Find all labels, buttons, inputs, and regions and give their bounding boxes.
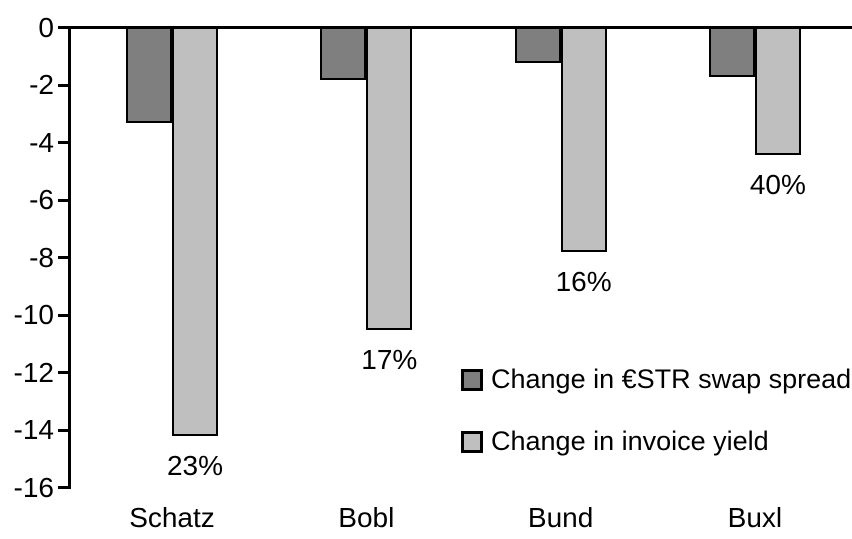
x-axis-label-buxl: Buxl (727, 502, 783, 533)
y-axis-tick (58, 141, 70, 144)
bar-change-in-€str-swap-spread-buxl (708, 27, 755, 77)
data-label-bund: 16% (555, 266, 612, 298)
legend-label-invoice-yield: Change in invoice yield (491, 426, 769, 456)
bar-change-in-invoice-yield-bund (560, 27, 607, 253)
y-axis-tick (58, 256, 70, 259)
data-label-buxl: 40% (749, 168, 806, 200)
bar-change-in-invoice-yield-bobl (366, 27, 413, 330)
bar-change-in-€str-swap-spread-bobl (320, 27, 367, 80)
y-axis-tick-label: 0 (38, 11, 54, 43)
y-axis-tick (58, 313, 70, 317)
data-label-bobl: 17% (361, 343, 418, 375)
y-axis-tick-label: -12 (13, 356, 54, 388)
x-axis-label-bobl: Bobl (338, 502, 395, 533)
y-axis-tick-label: -4 (29, 126, 54, 158)
y-axis-tick (58, 83, 70, 87)
y-axis-tick-label: -10 (13, 299, 54, 330)
data-label-schatz: 23% (166, 450, 224, 482)
legend-label-swap-spread: Change in €STR swap spread (491, 364, 852, 394)
y-axis-tick (58, 371, 70, 374)
legend-item-invoice-yield: Change in invoice yield (461, 426, 769, 457)
y-axis-tick (58, 428, 70, 432)
y-axis-tick-label: -8 (29, 241, 54, 273)
legend-marker-invoice-yield (461, 430, 483, 453)
y-axis-tick (58, 486, 70, 489)
y-axis-tick-label: -6 (29, 184, 54, 215)
bar-change-in-invoice-yield-buxl (754, 27, 801, 155)
y-axis-tick-label: -14 (13, 414, 54, 445)
legend-marker-swap-spread (461, 368, 483, 391)
y-axis-tick (58, 26, 70, 29)
x-axis-label-schatz: Schatz (129, 502, 215, 533)
bar-change-in-€str-swap-spread-bund (514, 27, 561, 63)
x-axis-zero-line (68, 26, 852, 29)
legend-item-swap-spread: Change in €STR swap spread (461, 364, 851, 395)
y-axis-tick-label: -16 (13, 471, 54, 503)
y-axis-tick-label: -2 (29, 69, 54, 100)
y-axis-tick (58, 198, 70, 202)
bar-change-in-invoice-yield-schatz (172, 27, 218, 437)
bar-change-in-€str-swap-spread-schatz (126, 27, 172, 123)
x-axis-label-bund: Bund (527, 502, 594, 533)
